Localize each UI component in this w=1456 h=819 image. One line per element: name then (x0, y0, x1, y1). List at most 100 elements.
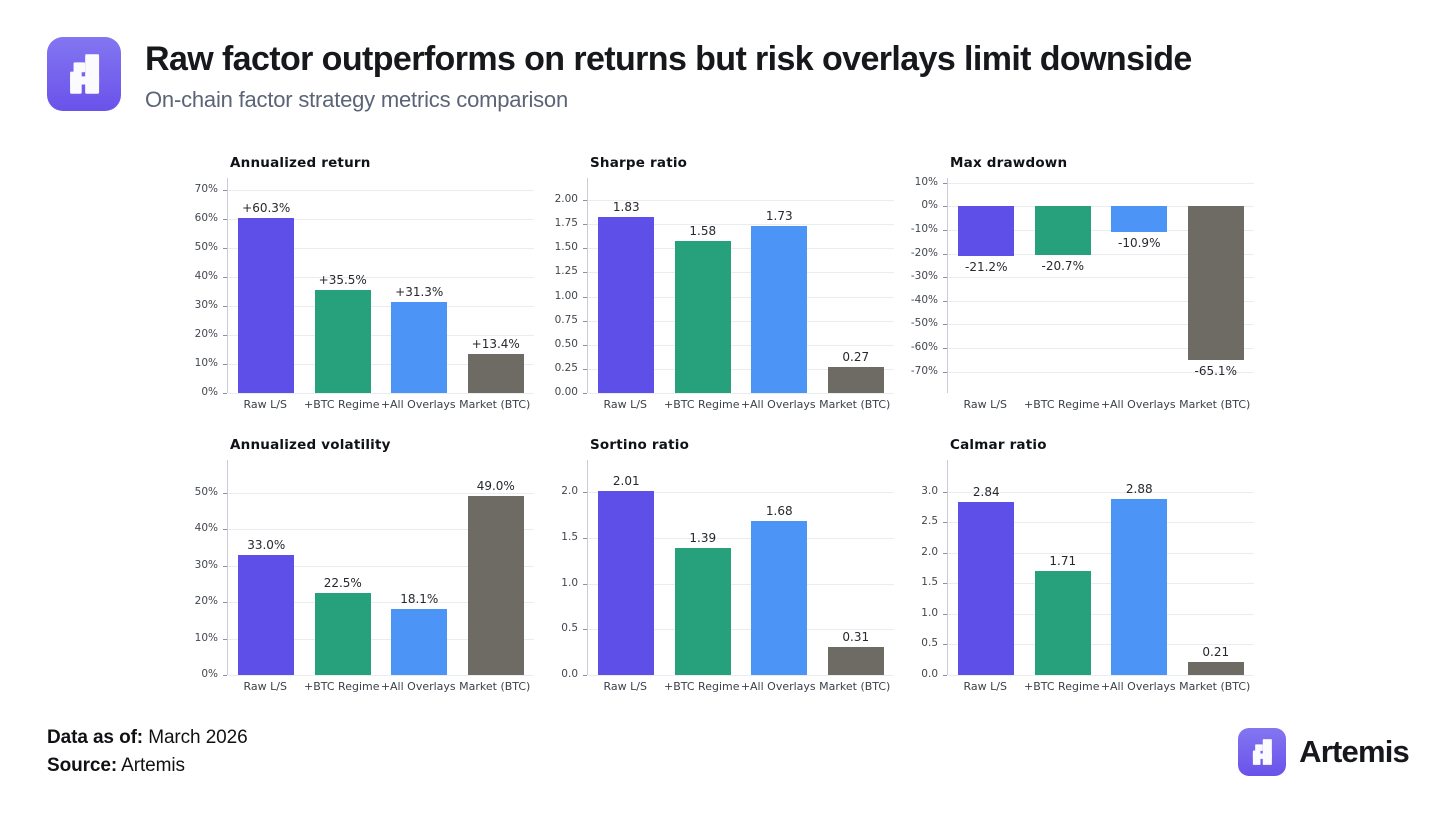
y-axis-tick-mark (223, 565, 227, 567)
bar-Market (BTC) (827, 366, 884, 393)
chart-body: 2.0 1.5 1.0 0.5 0.0 2.01 1.39 1.68 0.31 (547, 460, 903, 680)
y-axis-tick-mark (583, 248, 587, 250)
bar-value-label: -10.9% (1118, 236, 1161, 251)
y-axis-tick-label: -10% (910, 222, 938, 235)
artemis-glyph-icon (1253, 739, 1273, 765)
gridline (948, 522, 1254, 524)
y-axis-tick-mark (943, 253, 947, 255)
y-axis-tick-label: 20% (194, 595, 218, 608)
y-axis-tick-label: 1.5 (561, 530, 578, 543)
data-as-of-note: Data as of: March 2026 (47, 727, 248, 749)
y-axis-tick-label: 30% (194, 558, 218, 571)
artemis-logo-icon-small (1238, 728, 1287, 776)
bar-value-label: 33.0% (247, 537, 286, 552)
bar-value-label: 1.39 (689, 530, 717, 545)
x-axis-label: +All Overlays (740, 680, 816, 693)
x-axis-label: +All Overlays (740, 398, 816, 411)
x-axis-label: +All Overlays (1100, 680, 1176, 693)
y-axis-tick-label: 0.5 (921, 637, 938, 650)
gridline (228, 675, 534, 676)
bar-+All Overlays (391, 302, 448, 393)
y-axis-tick-label: 1.75 (554, 217, 578, 230)
bar-value-label: 1.68 (765, 504, 793, 519)
y-axis: 70% 60% 50% 40% 30% 20% 10% 0% (187, 178, 227, 398)
y-axis-tick-mark (223, 638, 227, 640)
y-axis-tick-mark (943, 300, 947, 302)
gridline (588, 224, 894, 226)
y-axis-tick-mark (583, 675, 587, 676)
y-axis-tick-label: 0.5 (561, 622, 578, 635)
gridline (228, 305, 534, 307)
y-axis: 10% 0% -10% -20% -30% -40% -50% -60% -70% (907, 176, 947, 393)
y-axis-tick-mark (943, 371, 947, 373)
y-axis: 2.00 1.75 1.50 1.25 1.00 0.75 0.50 0.25 0.00 (547, 178, 587, 398)
gridline (588, 537, 894, 539)
y-axis-tick-label: 10% (194, 356, 218, 369)
y-axis-tick-mark (583, 629, 587, 631)
y-axis-tick-mark (943, 675, 947, 676)
y-axis-tick-mark (943, 644, 947, 646)
bar-value-label: 49.0% (476, 479, 515, 494)
y-axis-tick-label: 0.00 (554, 386, 578, 398)
y-axis-tick-label: -20% (910, 246, 938, 259)
bar-Market (BTC) (827, 646, 884, 675)
gridline (948, 348, 1254, 350)
y-axis-tick-label: 0.0 (921, 668, 938, 680)
artemis-logo-icon (47, 37, 121, 111)
artemis-glyph-icon (70, 54, 100, 94)
bar-value-label: +60.3% (242, 200, 291, 215)
chart-body: 50% 40% 30% 20% 10% 0% 33.0% 22.5% 18.1% 49.0% (187, 460, 543, 680)
gridline (588, 344, 894, 346)
y-axis-tick-label: 0.25 (554, 361, 578, 374)
x-axis: Raw L/S +BTC Regime +All Overlays Market (B… (947, 398, 1253, 416)
y-axis-tick-mark (583, 492, 587, 494)
bar-value-label: 2.88 (1125, 482, 1153, 497)
y-axis-tick-mark (583, 272, 587, 274)
gridline (588, 200, 894, 202)
x-axis-label: Market (BTC) (1179, 398, 1251, 411)
y-axis-tick-mark (943, 277, 947, 279)
y-axis-tick-mark (943, 491, 947, 493)
bar-value-label: 2.01 (612, 474, 640, 489)
bar-value-label: 22.5% (323, 576, 362, 590)
y-axis-tick-label: 1.0 (921, 606, 938, 619)
y-axis-tick-label: 0.0 (561, 668, 578, 680)
x-axis-label: Market (BTC) (819, 398, 891, 411)
source-label: Source: (47, 755, 118, 776)
gridline (948, 229, 1254, 231)
plot-area: 2.01 1.39 1.68 0.31 (587, 460, 894, 676)
y-axis-tick-label: -40% (910, 293, 938, 306)
x-axis: Raw L/S +BTC Regime +All Overlays Market (B… (227, 398, 533, 416)
x-axis: Raw L/S +BTC Regime +All Overlays Market (B… (947, 680, 1253, 698)
x-axis-label: Market (BTC) (459, 398, 531, 411)
x-axis-label: +BTC Regime (304, 398, 380, 411)
bar-+All Overlays (751, 521, 808, 675)
chart-title: Annualized return (230, 155, 371, 171)
x-axis-label: +BTC Regime (1024, 680, 1100, 693)
y-axis-tick-mark (943, 583, 947, 585)
y-axis-tick-label: 3.0 (921, 484, 938, 497)
brand-lockup: Artemis (1238, 728, 1410, 776)
x-axis-label: +All Overlays (380, 680, 456, 693)
y-axis-tick-mark (223, 218, 227, 220)
gridline (948, 675, 1254, 676)
x-axis-label: Raw L/S (243, 398, 287, 411)
bar-Market (BTC) (1187, 206, 1244, 361)
y-axis-tick-label: 20% (194, 327, 218, 340)
x-axis-label: Raw L/S (963, 680, 1007, 693)
plot-area: 33.0% 22.5% 18.1% 49.0% (227, 460, 534, 676)
y-axis-tick-label: 40% (194, 522, 218, 535)
bar-+BTC Regime (674, 547, 731, 675)
x-axis-label: Market (BTC) (1179, 680, 1251, 693)
y-axis-tick-mark (223, 189, 227, 191)
bar-Market (BTC) (467, 496, 524, 675)
bar-+All Overlays (1111, 206, 1168, 233)
y-axis-tick-label: -30% (910, 270, 938, 283)
gridline (948, 491, 1254, 493)
chart-sortino-ratio: Sortino ratio 2.0 1.5 1.0 0.5 0.0 2.01 1.39 1.68… (547, 437, 903, 698)
y-axis-tick-mark (583, 393, 587, 394)
chart-sharpe-ratio: Sharpe ratio 2.00 1.75 1.50 1.25 1.00 0.75 0.50… (547, 155, 903, 416)
x-axis-label: +All Overlays (380, 398, 456, 411)
y-axis-tick-label: 0.75 (554, 313, 578, 326)
gridline (588, 393, 894, 394)
